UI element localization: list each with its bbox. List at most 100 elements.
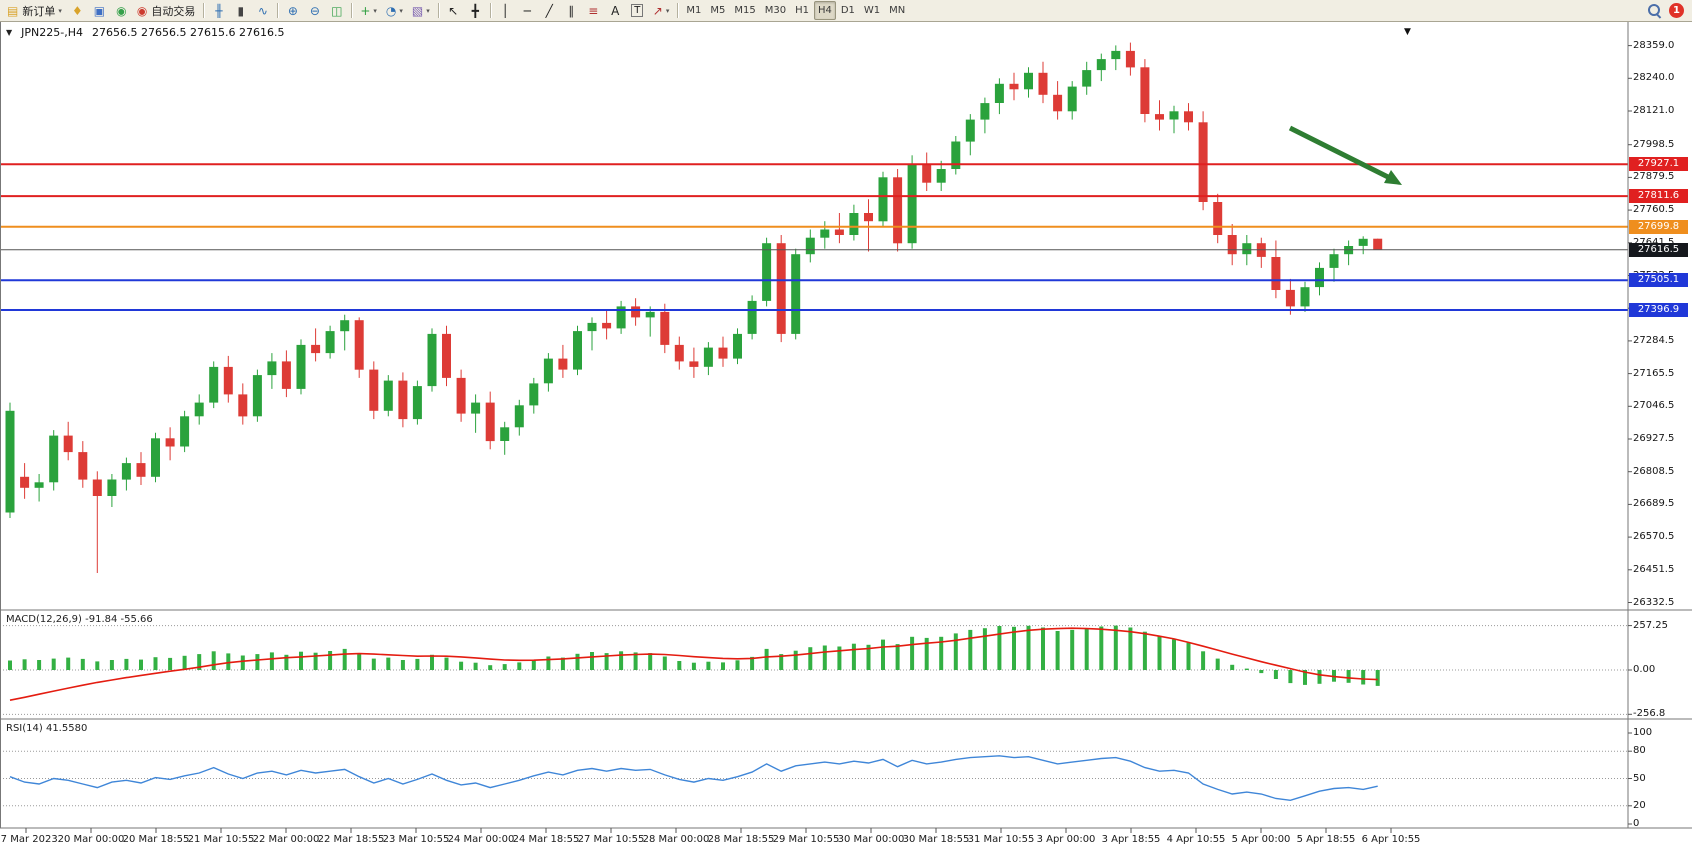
bar-chart-button[interactable]: ╫ xyxy=(208,1,229,20)
price-level-label[interactable]: 27396.9 xyxy=(1629,303,1688,318)
indicators-button[interactable]: + ▾ xyxy=(356,1,381,20)
auto-trading-button[interactable]: ◉ 自动交易 xyxy=(133,1,199,20)
date-axis-label: 30 Mar 18:55 xyxy=(902,834,970,845)
symbols-button[interactable]: ♦ xyxy=(67,1,88,20)
price-axis-tick: 26689.5 xyxy=(1633,498,1675,510)
candlestick-chart-button[interactable]: ▮ xyxy=(230,1,251,20)
tile-windows-button[interactable]: ◫ xyxy=(326,1,347,20)
price-axis-tick: 27760.5 xyxy=(1633,204,1675,216)
date-axis-label: 4 Apr 10:55 xyxy=(1166,834,1226,845)
timeframe-w1[interactable]: W1 xyxy=(860,1,884,20)
text-button[interactable]: A xyxy=(605,1,626,20)
templates-button[interactable]: ▧ ▾ xyxy=(408,1,434,20)
horizontal-lines[interactable] xyxy=(0,163,1628,311)
navigator-button-icon: ◉ xyxy=(116,3,127,18)
navigator-button[interactable]: ◉ xyxy=(111,1,132,20)
channel-button[interactable]: ∥ xyxy=(561,1,582,20)
price-axis-tick: 27284.5 xyxy=(1633,334,1675,346)
zoom-in-button[interactable]: ⊕ xyxy=(282,1,303,20)
crosshair-button[interactable]: ╋ xyxy=(465,1,486,20)
text-button-icon: A xyxy=(611,3,620,18)
caret-down-icon: ▾ xyxy=(58,6,62,15)
fibonacci-button-icon: ≡ xyxy=(588,3,599,18)
rsi-axis-tick: 50 xyxy=(1633,772,1646,784)
trendline-button[interactable]: ╱ xyxy=(539,1,560,20)
timeframe-d1[interactable]: D1 xyxy=(837,1,859,20)
timeframe-h1[interactable]: H1 xyxy=(791,1,813,20)
periods-button-icon: ◔ xyxy=(385,3,397,18)
chart-canvas[interactable] xyxy=(0,22,1692,848)
timeframe-m1[interactable]: M1 xyxy=(682,1,705,20)
timeframe-h4[interactable]: H4 xyxy=(813,1,836,20)
vertical-line-button[interactable]: │ xyxy=(495,1,516,20)
price-level-label[interactable]: 27927.1 xyxy=(1629,157,1688,172)
search-icon[interactable] xyxy=(1647,3,1662,18)
arrows-button[interactable]: ↗ ▾ xyxy=(649,1,674,20)
price-axis-tick: 27641.5 xyxy=(1633,237,1689,248)
label-button[interactable]: T xyxy=(627,1,648,20)
price-axis-tick: 26808.5 xyxy=(1633,465,1675,477)
macd-histogram xyxy=(8,625,1380,686)
chart-header: ▼ JPN225-,H4 27656.5 27656.5 27615.6 276… xyxy=(6,26,284,39)
timeframe-m5[interactable]: M5 xyxy=(706,1,729,20)
cursor-button[interactable]: ↖ xyxy=(443,1,464,20)
zoom-out-button[interactable]: ⊖ xyxy=(304,1,325,20)
one-click-trading-icon[interactable]: ▼ xyxy=(6,28,13,37)
fibonacci-button[interactable]: ≡ xyxy=(583,1,604,20)
toolbar-separator xyxy=(489,3,491,18)
timeframe-h4-label: H4 xyxy=(817,4,832,16)
price-axis-tick: 27879.5 xyxy=(1633,171,1675,183)
macd-axis-tick: -256.8 xyxy=(1633,708,1666,720)
line-chart-button-icon: ∿ xyxy=(257,3,268,18)
timeframe-m30-label: M30 xyxy=(764,4,787,16)
new-order-button[interactable]: ▤ 新订单 ▾ xyxy=(3,1,66,20)
price-axis-tick: 28240.0 xyxy=(1633,72,1675,84)
auto-trading-button-icon: ◉ xyxy=(136,3,148,18)
chart-shift-marker-icon[interactable]: ▼ xyxy=(1404,27,1411,37)
bar-chart-button-icon: ╫ xyxy=(215,3,223,18)
price-level-label[interactable]: 27699.8 xyxy=(1629,219,1688,234)
date-axis-label: 6 Apr 10:55 xyxy=(1361,834,1421,845)
price-level-label[interactable]: 27811.6 xyxy=(1629,189,1688,204)
notification-badge[interactable]: 1 xyxy=(1669,3,1684,18)
date-axis-label: 29 Mar 10:55 xyxy=(772,834,840,845)
periods-button[interactable]: ◔ ▾ xyxy=(382,1,407,20)
date-axis-label: 31 Mar 10:55 xyxy=(967,834,1035,845)
timeframe-m15[interactable]: M15 xyxy=(730,1,759,20)
crosshair-button-icon: ╋ xyxy=(471,3,479,18)
vertical-line-button-icon: │ xyxy=(501,3,509,18)
candlestick-chart-button-icon: ▮ xyxy=(237,3,245,18)
macd-signal-line xyxy=(9,627,1378,701)
caret-down-icon: ▾ xyxy=(665,6,670,15)
horizontal-line-button-icon: ─ xyxy=(523,3,531,18)
date-axis-label: 22 Mar 00:00 xyxy=(252,834,320,845)
timeframe-mn[interactable]: MN xyxy=(885,1,909,20)
date-axis-label: 5 Apr 00:00 xyxy=(1231,834,1291,845)
rsi-label: RSI(14) 41.5580 xyxy=(6,723,88,734)
rsi-axis-tick: 20 xyxy=(1633,799,1646,811)
chart-area[interactable]: ▼ JPN225-,H4 27656.5 27656.5 27615.6 276… xyxy=(0,22,1692,848)
templates-button-icon: ▧ xyxy=(411,3,424,18)
price-axis-tick: 26451.5 xyxy=(1633,563,1675,575)
date-axis-label: 3 Apr 00:00 xyxy=(1036,834,1096,845)
label-button-icon: T xyxy=(631,4,644,17)
new-order-button-icon: ▤ xyxy=(7,3,19,18)
price-level-label[interactable]: 27505.1 xyxy=(1629,273,1688,288)
price-axis-tick: 27998.5 xyxy=(1633,138,1675,150)
timeframe-w1-label: W1 xyxy=(863,4,881,16)
price-axis-tick: 26927.5 xyxy=(1633,433,1675,444)
line-chart-button[interactable]: ∿ xyxy=(252,1,273,20)
symbols-button-icon: ♦ xyxy=(71,3,83,18)
date-axis-label: 20 Mar 18:55 xyxy=(122,834,190,845)
current-price-label: 27616.5 xyxy=(1629,242,1688,257)
date-axis-label: 30 Mar 00:00 xyxy=(837,834,905,845)
horizontal-line-button[interactable]: ─ xyxy=(517,1,538,20)
caret-down-icon: ▾ xyxy=(426,6,430,15)
market-watch-button[interactable]: ▣ xyxy=(89,1,110,20)
timeframe-m5-label: M5 xyxy=(710,4,726,16)
price-axis-tick: 27046.5 xyxy=(1633,400,1675,412)
trend-arrow[interactable] xyxy=(1288,125,1402,185)
timeframe-m30[interactable]: M30 xyxy=(761,1,790,20)
candles[interactable] xyxy=(5,42,1383,573)
